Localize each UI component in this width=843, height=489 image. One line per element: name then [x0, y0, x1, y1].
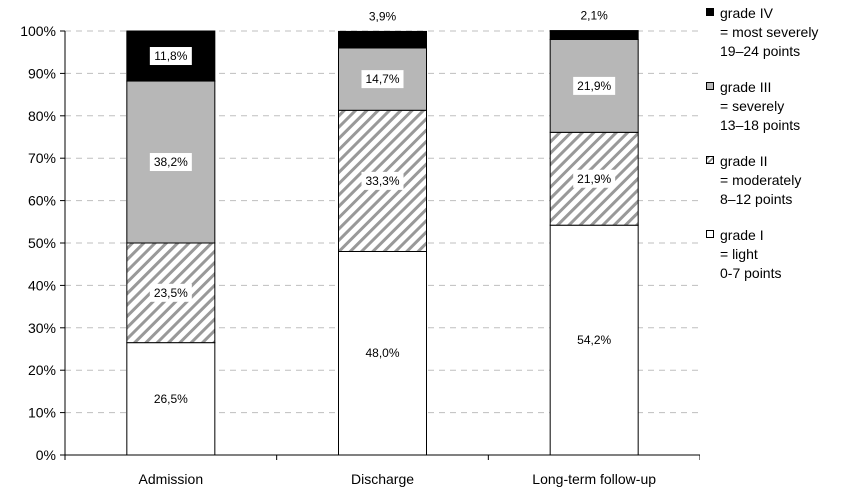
legend-description: = moderately [720, 172, 802, 188]
y-tick-label: 60% [28, 193, 56, 209]
legend-item-grade-iv: grade IV = most severely 19–24 points [706, 4, 843, 61]
y-tick-label: 30% [28, 320, 56, 336]
x-category-label: Long-term follow-up [532, 471, 656, 487]
y-tick-label: 100% [20, 23, 56, 39]
y-tick-label: 40% [28, 277, 56, 293]
legend-points: 8–12 points [720, 191, 793, 207]
bar-segment [338, 30, 427, 49]
legend-label: grade I [720, 227, 764, 243]
legend-item-grade-i: grade I = light 0-7 points [706, 226, 843, 283]
bar-segment [126, 342, 216, 456]
data-label: 14,7% [365, 72, 399, 86]
x-category-label: Admission [139, 471, 204, 487]
legend-points: 19–24 points [720, 43, 801, 59]
data-label: 23,5% [154, 286, 188, 300]
legend-swatch-grade-iv [706, 8, 714, 16]
y-tick-label: 90% [28, 65, 56, 81]
data-label: 11,8% [154, 49, 187, 63]
y-tick-label: 10% [28, 405, 56, 421]
data-label-background [149, 283, 192, 302]
data-label-background [149, 153, 192, 172]
legend-label: grade IV [720, 5, 773, 21]
y-tick-label: 0% [36, 447, 56, 463]
legend-label: grade II [720, 153, 768, 169]
legend-swatch-grade-iii [706, 82, 714, 90]
data-label-background [361, 171, 404, 190]
stacked-bar-chart: 0% 10% 20% 30% 40% 50% 60% 70% 80% 90% 100% Admissi… [20, 9, 700, 487]
bar-segment [549, 30, 639, 40]
legend-points: 13–18 points [720, 117, 801, 133]
data-label: 21,9% [577, 172, 611, 186]
data-labels: 26,5% 23,5% 38,2% 11,8% 48,0% 33,3% 14,7% 3,9% 5… [149, 9, 616, 406]
y-tick-label: 20% [28, 362, 56, 378]
data-label: 21,9% [577, 79, 611, 93]
data-label-background [149, 47, 192, 66]
data-label-background [573, 169, 616, 188]
legend-swatch-grade-ii [706, 156, 714, 164]
data-label: 33,3% [365, 174, 399, 188]
legend-swatch-grade-i [706, 230, 714, 238]
legend: grade IV = most severely 19–24 points gr… [706, 0, 843, 300]
data-label-background [361, 70, 404, 89]
legend-item-grade-iii: grade III = severely 13–18 points [706, 78, 843, 135]
data-label: 48,0% [365, 346, 399, 360]
y-tick-label: 50% [28, 235, 56, 251]
data-label: 3,9% [369, 9, 397, 23]
legend-item-grade-ii: grade II = moderately 8–12 points [706, 152, 843, 209]
legend-description: = most severely [720, 24, 819, 40]
data-label: 26,5% [154, 392, 188, 406]
data-label: 2,1% [580, 9, 608, 23]
legend-points: 0-7 points [720, 265, 782, 281]
data-label-background [573, 76, 616, 95]
data-label: 38,2% [154, 155, 188, 169]
legend-description: = severely [720, 98, 785, 114]
y-tick-label: 70% [28, 150, 56, 166]
y-tick-label: 80% [28, 108, 56, 124]
legend-label: grade III [720, 79, 772, 95]
legend-description: = light [720, 246, 758, 262]
bars [126, 30, 639, 456]
axes: 0% 10% 20% 30% 40% 50% 60% 70% 80% 90% 100% Admissi… [20, 23, 700, 487]
x-category-label: Discharge [351, 471, 414, 487]
data-label: 54,2% [577, 333, 611, 347]
bar-segment [338, 250, 427, 456]
